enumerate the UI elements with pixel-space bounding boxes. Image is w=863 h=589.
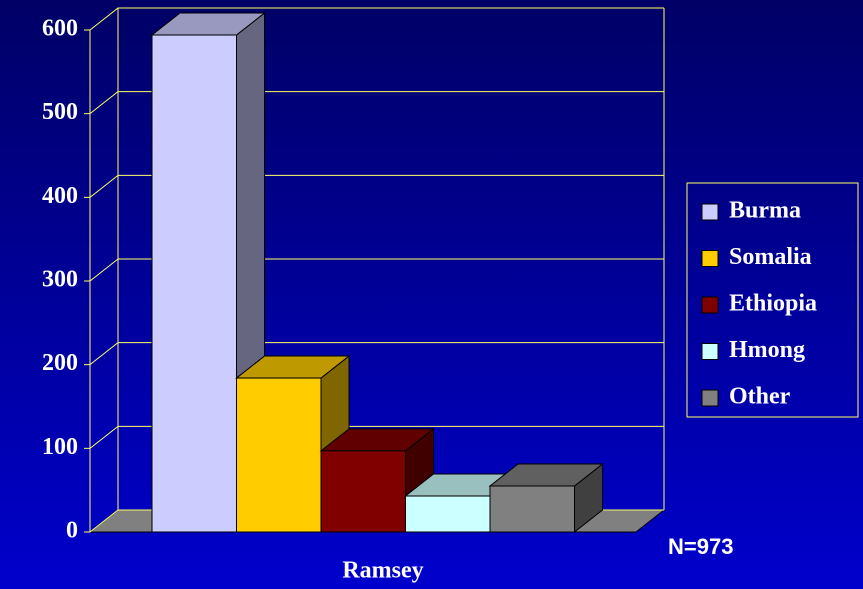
- y-tick-label: 0: [66, 518, 78, 544]
- legend-swatch: [701, 343, 719, 360]
- grid-line: [89, 342, 664, 366]
- y-tick-label: 600: [42, 16, 78, 42]
- grid-line: [89, 258, 664, 282]
- annotation: N=973: [668, 534, 733, 559]
- legend-swatch: [701, 203, 719, 221]
- grid-line: [89, 425, 664, 449]
- y-tick-label: 100: [42, 434, 78, 460]
- y-tick-label: 300: [42, 267, 78, 293]
- legend-label: Somalia: [729, 244, 812, 270]
- legend-box: [686, 182, 859, 418]
- x-tick-label: Ramsey: [342, 558, 423, 584]
- y-tick-label: 200: [42, 350, 78, 376]
- bar-front: [151, 34, 237, 533]
- legend-swatch: [701, 250, 719, 267]
- legend-label: Other: [729, 384, 791, 410]
- y-tick-label: 500: [42, 99, 78, 125]
- legend-label: Burma: [729, 198, 801, 224]
- bar: [319, 427, 435, 534]
- y-tick-label: 400: [42, 183, 78, 209]
- bar-front: [489, 485, 575, 533]
- legend-swatch: [701, 389, 719, 407]
- bar: [488, 462, 604, 534]
- grid-line: [89, 174, 664, 198]
- bar-front: [236, 377, 322, 533]
- grid-line: [89, 91, 664, 115]
- legend-label: Ethiopia: [729, 291, 817, 317]
- legend-swatch: [701, 296, 719, 314]
- bar-front: [320, 450, 406, 533]
- bar-front: [405, 495, 491, 533]
- grid-line: [89, 7, 664, 31]
- legend-label: Hmong: [729, 337, 805, 363]
